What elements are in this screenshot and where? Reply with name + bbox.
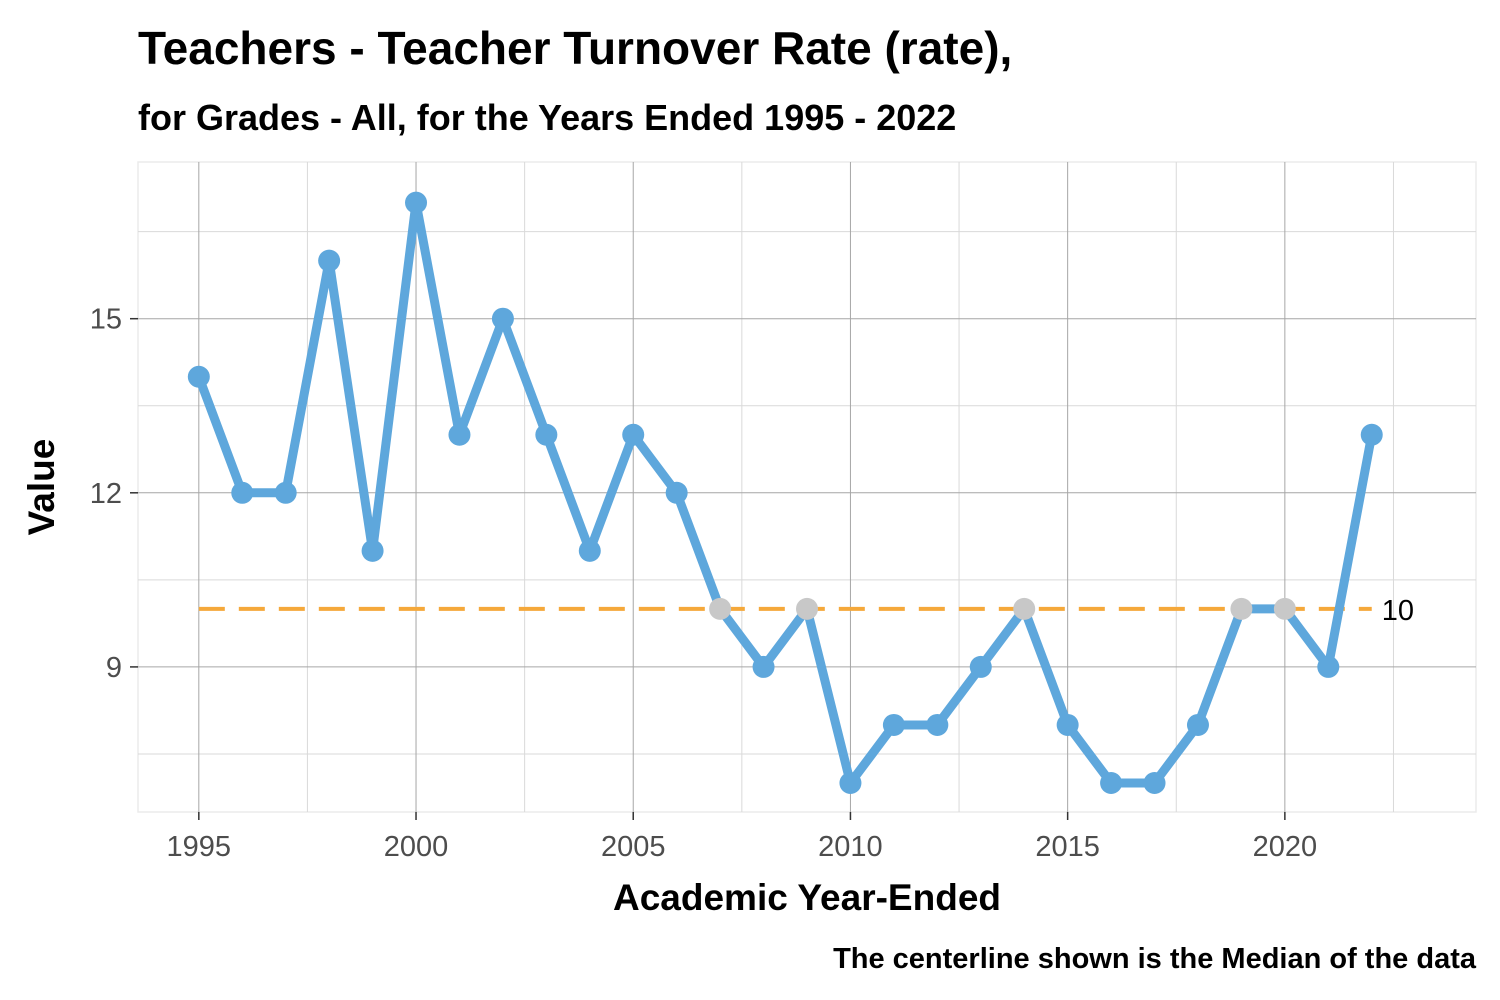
data-point [491,307,514,330]
data-point [882,713,905,736]
x-tick-label: 2015 [1035,831,1100,863]
series-line [194,198,1377,788]
data-point [1100,771,1123,794]
data-point [796,597,818,620]
data-point [318,249,341,272]
chart-subtitle: for Grades - All, for the Years Ended 19… [138,97,956,138]
x-tick-label: 2020 [1253,831,1318,863]
x-axis-title: Academic Year-Ended [613,877,1001,918]
data-point [665,481,688,504]
data-point [535,423,558,446]
x-tick-label: 1995 [167,831,232,863]
y-tick-label: 12 [90,478,122,510]
data-point [1056,713,1079,736]
data-point [578,539,601,562]
data-point [274,481,297,504]
chart-title: Teachers - Teacher Turnover Rate (rate), [138,22,1012,74]
data-point [405,191,428,214]
plot-panel: 1995 2000 2005 2010 2015 2020 9 12 15 10 [90,161,1477,863]
data-point [448,423,471,446]
data-point [1317,655,1340,678]
data-point [187,365,210,388]
y-axis-title: Value [21,439,62,536]
data-point [839,771,862,794]
data-point [1186,713,1209,736]
data-point [1360,423,1383,446]
data-point [231,481,254,504]
x-tick-label: 2000 [384,831,449,863]
data-point [752,655,775,678]
data-point [1013,597,1036,620]
data-point [622,423,645,446]
x-tick-label: 2010 [818,831,883,863]
x-tick-label: 2005 [601,831,666,863]
data-point [361,539,384,562]
data-point [1143,771,1166,794]
data-point [1273,597,1296,620]
y-tick-label: 9 [106,652,122,684]
data-point [926,713,949,736]
chart-caption: The centerline shown is the Median of th… [833,943,1477,975]
data-point [709,597,732,620]
panel-border [137,161,1477,813]
median-label: 10 [1382,595,1414,627]
y-tick-label: 15 [90,304,122,336]
data-point [1230,597,1253,620]
data-point [969,655,992,678]
